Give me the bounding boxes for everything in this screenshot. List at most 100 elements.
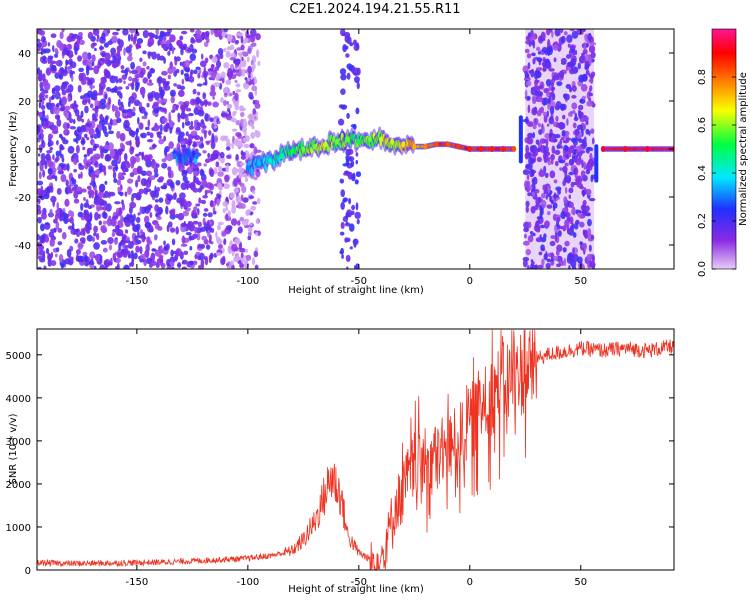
noise-speck — [235, 119, 241, 126]
noise-speck — [220, 71, 226, 80]
noise-speck — [582, 243, 587, 249]
noise-speck — [248, 73, 251, 79]
noise-speck — [225, 262, 230, 267]
noise-speck — [91, 154, 98, 163]
noise-speck — [190, 130, 198, 136]
noise-speck — [229, 92, 232, 97]
noise-speck — [81, 99, 88, 106]
noise-speck — [110, 217, 117, 227]
noise-speck — [111, 35, 118, 44]
noise-speck — [590, 51, 596, 59]
noise-speck — [78, 39, 85, 45]
noise-speck — [88, 261, 95, 266]
noise-speck — [39, 235, 45, 244]
noise-speck — [180, 69, 184, 76]
noise-speck — [557, 189, 561, 195]
noise-speck — [525, 144, 530, 154]
noise-speck — [572, 109, 576, 114]
noise-speck — [71, 70, 75, 75]
noise-speck — [577, 62, 581, 70]
noise-speck — [243, 143, 250, 149]
noise-speck — [42, 73, 46, 82]
noise-speck — [117, 38, 121, 45]
noise-speck — [86, 234, 93, 242]
noise-speck — [148, 79, 152, 84]
noise-speck — [40, 42, 47, 48]
signal-point — [256, 160, 261, 167]
noise-speck — [146, 236, 151, 244]
noise-speck — [166, 266, 172, 269]
noise-speck — [177, 135, 181, 143]
noise-speck — [167, 74, 172, 80]
noise-speck — [252, 189, 256, 195]
noise-speck — [77, 55, 83, 62]
noise-speck — [563, 196, 568, 204]
noise-speck — [526, 53, 532, 59]
noise-speck — [580, 150, 586, 154]
noise-speck — [128, 130, 134, 137]
noise-speck — [549, 29, 553, 33]
noise-speck — [244, 177, 249, 183]
noise-speck — [355, 159, 359, 165]
noise-speck — [112, 171, 117, 179]
noise-speck — [97, 206, 104, 211]
noise-speck — [85, 198, 89, 207]
noise-speck — [546, 123, 550, 127]
noise-speck — [578, 74, 585, 83]
noise-speck — [356, 81, 360, 90]
noise-speck — [216, 224, 221, 231]
signal-point — [623, 146, 628, 152]
noise-speck — [563, 31, 568, 36]
noise-speck — [107, 165, 113, 170]
noise-speck — [71, 74, 74, 82]
signal-point — [401, 141, 406, 148]
noise-speck — [588, 44, 596, 54]
noise-speck — [38, 134, 42, 140]
noise-speck — [201, 243, 205, 249]
noise-speck — [233, 58, 241, 66]
noise-speck — [529, 263, 534, 269]
noise-speck — [195, 203, 201, 207]
noise-speck — [356, 42, 360, 50]
noise-speck — [123, 47, 126, 56]
noise-speck — [587, 228, 592, 237]
noise-speck — [197, 187, 202, 193]
colorbar-ticks: 0.0 0.2 0.4 0.6 0.8 — [697, 69, 736, 277]
noise-speck — [45, 156, 50, 161]
noise-speck — [73, 198, 80, 204]
noise-speck — [76, 35, 81, 45]
noise-speck — [80, 228, 85, 232]
noise-speck — [235, 254, 240, 262]
noise-speck — [249, 122, 254, 127]
page-title: C2E1.2024.194.21.55.R11 — [289, 2, 461, 17]
noise-speck — [56, 188, 62, 195]
noise-speck — [186, 166, 193, 175]
noise-speck — [112, 31, 119, 36]
noise-speck — [247, 226, 253, 233]
noise-speck — [60, 69, 66, 75]
noise-speck — [544, 58, 550, 64]
noise-speck — [169, 227, 176, 233]
noise-speck — [257, 60, 261, 66]
colorbar: 0.0 0.2 0.4 0.6 0.8 Normalized spectral ampl… — [697, 28, 749, 277]
noise-speck — [241, 68, 246, 73]
noise-speck — [222, 247, 225, 254]
noise-speck — [584, 205, 590, 212]
noise-speck — [571, 30, 579, 39]
noise-speck — [163, 124, 169, 133]
noise-speck — [199, 60, 207, 68]
noise-speck — [202, 150, 207, 154]
noise-speck — [560, 145, 563, 149]
noise-speck — [589, 57, 592, 66]
noise-speck — [62, 47, 68, 55]
noise-speck — [527, 221, 532, 229]
signal-point — [345, 136, 350, 143]
noise-speck — [355, 152, 359, 157]
noise-speck — [569, 146, 575, 154]
noise-speck — [66, 35, 73, 43]
noise-speck — [113, 178, 118, 184]
noise-speck — [250, 205, 257, 211]
noise-speck — [154, 189, 160, 199]
noise-speck — [139, 57, 143, 62]
noise-speck — [47, 122, 55, 126]
